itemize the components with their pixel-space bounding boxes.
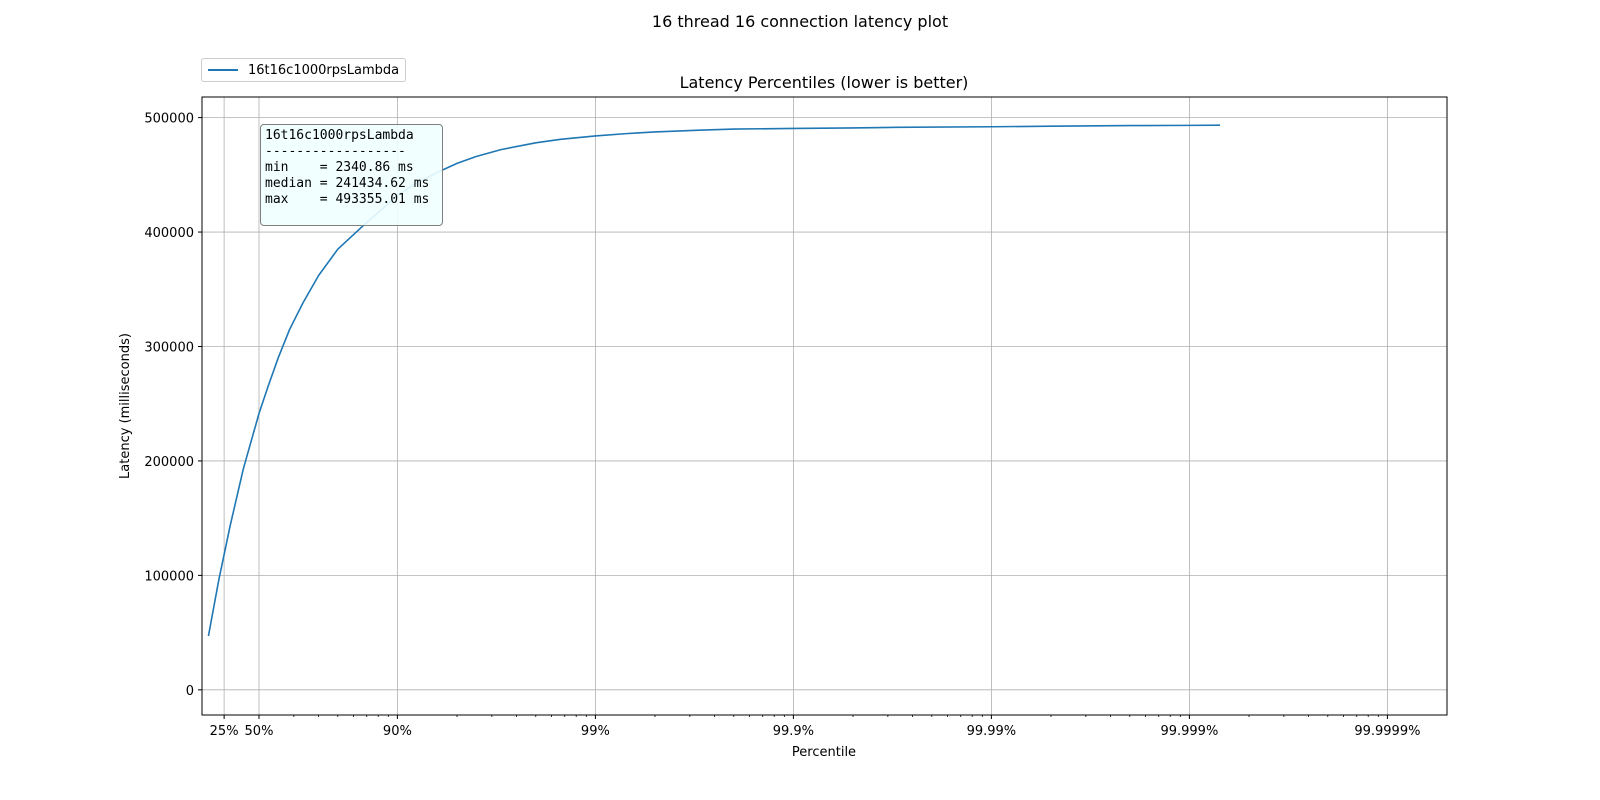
x-tick-label: 25%	[210, 724, 239, 739]
y-tick-label: 100000	[144, 569, 194, 584]
figure-title: 16 thread 16 connection latency plot	[651, 12, 949, 31]
y-tick-label: 300000	[144, 340, 194, 355]
legend: 16t16c1000rpsLambda	[201, 58, 407, 82]
stats-annotation: 16t16c1000rpsLambda ------------------ m…	[260, 124, 443, 226]
stats-line-name: 16t16c1000rpsLambda	[265, 128, 414, 143]
grid-lines	[202, 97, 1447, 715]
y-axis-label: Latency (milliseconds)	[118, 333, 133, 479]
y-tick-label: 0	[186, 684, 194, 699]
x-tick-label: 90%	[383, 724, 412, 739]
x-axis-ticks: 25% 50% 90% 99% 99.9% 99.99% 99.999% 99.9999%	[210, 715, 1420, 739]
legend-swatch	[208, 69, 238, 71]
y-tick-label: 200000	[144, 455, 194, 470]
y-tick-label: 500000	[144, 112, 194, 127]
x-tick-label: 99.9%	[773, 724, 814, 739]
y-tick-label: 400000	[144, 226, 194, 241]
x-tick-label: 99.99%	[967, 724, 1017, 739]
plot-frame	[201, 96, 1448, 716]
x-tick-label: 99.999%	[1160, 724, 1218, 739]
x-tick-label: 99%	[581, 724, 610, 739]
x-tick-label: 99.9999%	[1354, 724, 1420, 739]
stats-line-separator: ------------------	[265, 144, 406, 159]
series-line-0	[207, 124, 1221, 637]
axes-title: Latency Percentiles (lower is better)	[680, 73, 969, 92]
stats-line-min: min = 2340.86 ms	[265, 160, 414, 175]
x-axis-label: Percentile	[792, 745, 856, 760]
y-axis-ticks: 0 100000 200000 300000 400000 500000	[144, 112, 202, 699]
series-layer	[207, 124, 1221, 637]
x-tick-label: 50%	[245, 724, 274, 739]
legend-label: 16t16c1000rpsLambda	[248, 62, 400, 78]
stats-line-median: median = 241434.62 ms	[265, 176, 430, 191]
stats-line-max: max = 493355.01 ms	[265, 192, 430, 207]
